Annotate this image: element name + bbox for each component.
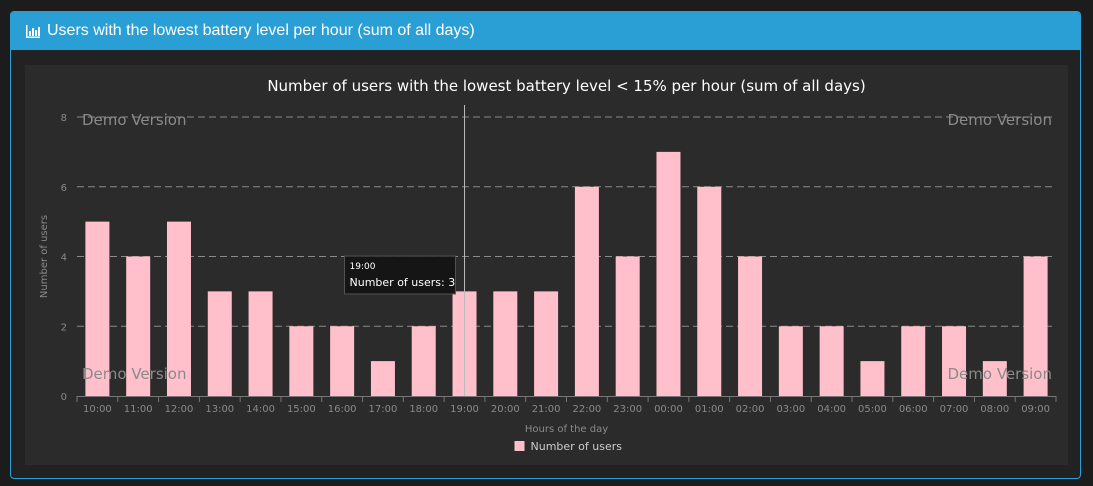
panel-header: Users with the lowest battery level per … — [11, 12, 1080, 50]
bar — [493, 291, 518, 396]
bar-chart[interactable]: Number of users with the lowest battery … — [25, 65, 1068, 465]
x-tick-label: 08:00 — [980, 404, 1009, 415]
bar — [289, 326, 314, 396]
bar — [1023, 256, 1048, 396]
watermark-top-left: Demo Version — [82, 111, 187, 129]
y-tick-label: 6 — [61, 183, 67, 194]
x-tick-label: 20:00 — [491, 404, 520, 415]
bar — [534, 291, 559, 396]
x-tick-label: 17:00 — [369, 404, 398, 415]
x-tick-label: 03:00 — [776, 404, 805, 415]
x-tick-label: 01:00 — [695, 404, 724, 415]
x-tick-label: 06:00 — [899, 404, 928, 415]
chart-area: Number of users with the lowest battery … — [25, 65, 1068, 465]
x-tick-label: 19:00 — [450, 404, 479, 415]
x-tick-label: 21:00 — [532, 404, 561, 415]
bar — [656, 151, 681, 396]
bar — [819, 326, 844, 396]
bar — [860, 361, 885, 396]
watermark-bottom-left: Demo Version — [82, 365, 187, 383]
x-tick-label: 09:00 — [1021, 404, 1050, 415]
x-tick-label: 13:00 — [205, 404, 234, 415]
y-tick-label: 0 — [61, 392, 67, 403]
tooltip-category: 19:00 — [350, 262, 376, 272]
bar — [330, 326, 355, 396]
x-tick-label: 04:00 — [817, 404, 846, 415]
y-axis-label: Number of users — [39, 215, 50, 298]
bar — [248, 291, 273, 396]
x-tick-label: 02:00 — [736, 404, 765, 415]
x-tick-label: 16:00 — [328, 404, 357, 415]
bar — [615, 256, 640, 396]
x-tick-label: 14:00 — [246, 404, 275, 415]
bar — [982, 361, 1007, 396]
watermark-top-right: Demo Version — [948, 111, 1053, 129]
bar — [370, 361, 395, 396]
x-tick-label: 22:00 — [572, 404, 601, 415]
legend-label: Number of users — [531, 440, 623, 453]
y-tick-label: 8 — [61, 113, 67, 124]
bar — [411, 326, 436, 396]
x-tick-label: 10:00 — [83, 404, 112, 415]
x-tick-label: 05:00 — [858, 404, 887, 415]
panel-title: Users with the lowest battery level per … — [47, 22, 475, 39]
chart-panel: Users with the lowest battery level per … — [10, 11, 1081, 479]
watermark-bottom-right: Demo Version — [948, 365, 1053, 383]
tooltip-value: Number of users: 3 — [350, 276, 456, 289]
legend-swatch — [514, 441, 525, 451]
bar — [85, 221, 110, 396]
x-axis-label: Hours of the day — [525, 424, 608, 435]
bar — [778, 326, 803, 396]
x-tick-label: 18:00 — [409, 404, 438, 415]
x-tick-label: 15:00 — [287, 404, 316, 415]
x-tick-label: 23:00 — [613, 404, 642, 415]
bar-chart-icon — [26, 25, 40, 38]
bar — [126, 256, 151, 396]
tooltip-box — [344, 255, 457, 295]
bar — [574, 186, 599, 396]
bar — [901, 326, 926, 396]
chart-title: Number of users with the lowest battery … — [267, 77, 865, 95]
bar — [942, 326, 967, 396]
y-tick-label: 2 — [61, 322, 67, 333]
y-tick-label: 4 — [61, 253, 67, 264]
bar — [207, 291, 232, 396]
x-tick-label: 00:00 — [654, 404, 683, 415]
x-tick-label: 11:00 — [124, 404, 153, 415]
x-tick-label: 07:00 — [940, 404, 969, 415]
x-tick-label: 12:00 — [165, 404, 194, 415]
bar — [738, 256, 763, 396]
bar — [166, 221, 191, 396]
bar — [697, 186, 722, 396]
